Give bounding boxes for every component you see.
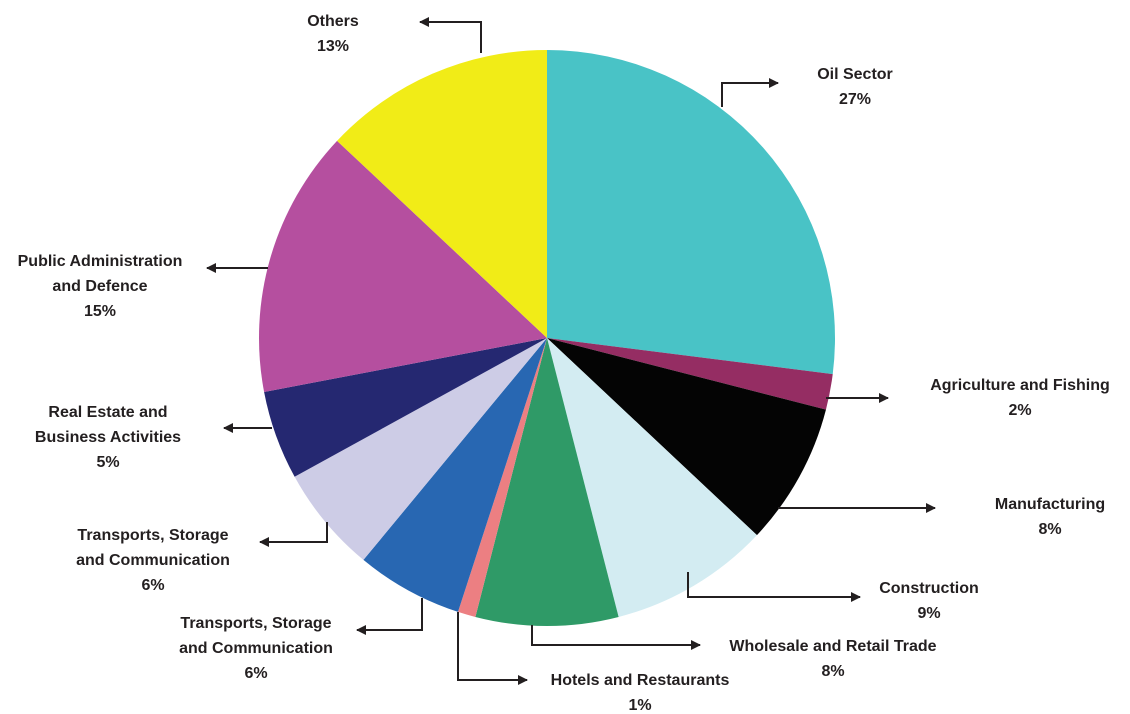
pie-slice (547, 50, 836, 375)
slice-name-label: Oil Sector (817, 66, 893, 83)
slice-percent-label: 15% (84, 303, 116, 320)
slice-label: Oil Sector 27% (817, 66, 893, 108)
pie-slice (363, 338, 547, 612)
slice-percent-label: 27% (839, 91, 871, 108)
slice-name-label: Transports, Storage (77, 527, 228, 544)
slice-name-label: and Communication (76, 552, 230, 569)
slice-percent-label: 9% (917, 605, 940, 622)
slice-name-label: Real Estate and (48, 404, 167, 421)
slice-name-label: and Defence (52, 278, 147, 295)
slice-percent-label: 8% (821, 663, 844, 680)
slice-label: Wholesale and Retail Trade 8% (729, 638, 936, 680)
slice-percent-label: 8% (1038, 521, 1061, 538)
slice-label: Real Estate and Business Activities 5% (35, 404, 181, 471)
leader-arrow (457, 612, 528, 685)
slice-label: Agriculture and Fishing 2% (930, 377, 1110, 419)
slice-label: Transports, Storage and Communication 6% (179, 615, 333, 682)
leader-arrow (531, 625, 701, 650)
slice-name-label: Public Administration (18, 253, 183, 270)
slice-name-label: Agriculture and Fishing (930, 377, 1110, 394)
slice-percent-label: 1% (628, 697, 651, 714)
leader-arrow (259, 522, 328, 547)
slice-label: Construction 9% (879, 580, 979, 622)
pie-slice (547, 338, 826, 536)
leader-arrow (687, 572, 861, 602)
pie-slice (458, 338, 547, 617)
slice-percent-label: 6% (244, 665, 267, 682)
pie-slice (294, 338, 547, 560)
pie-slice (258, 140, 547, 392)
slice-name-label: Construction (879, 580, 979, 597)
pie-slice (547, 338, 833, 410)
pie-slice (337, 50, 547, 338)
slice-name-label: Manufacturing (995, 496, 1105, 513)
slice-name-label: Transports, Storage (180, 615, 331, 632)
slice-label: Hotels and Restaurants 1% (551, 672, 730, 714)
slice-label: Manufacturing 8% (995, 496, 1105, 538)
pie-slice (547, 338, 757, 617)
leader-arrow (356, 598, 423, 635)
pie-slice (475, 338, 619, 626)
slice-percent-label: 6% (141, 577, 164, 594)
pie-slice (264, 338, 547, 477)
slice-name-label: Hotels and Restaurants (551, 672, 730, 689)
leader-arrow (419, 17, 482, 53)
slice-name-label: and Communication (179, 640, 333, 657)
slice-label: Others 13% (307, 13, 359, 55)
leader-arrow (721, 78, 779, 107)
slice-label: Public Administration and Defence 15% (18, 253, 183, 320)
slice-percent-label: 13% (317, 38, 349, 55)
slice-name-label: Others (307, 13, 359, 30)
slice-name-label: Wholesale and Retail Trade (729, 638, 936, 655)
slice-name-label: Business Activities (35, 429, 181, 446)
slice-label: Transports, Storage and Communication 6% (76, 527, 230, 594)
slice-percent-label: 2% (1008, 402, 1031, 419)
slice-percent-label: 5% (96, 454, 119, 471)
